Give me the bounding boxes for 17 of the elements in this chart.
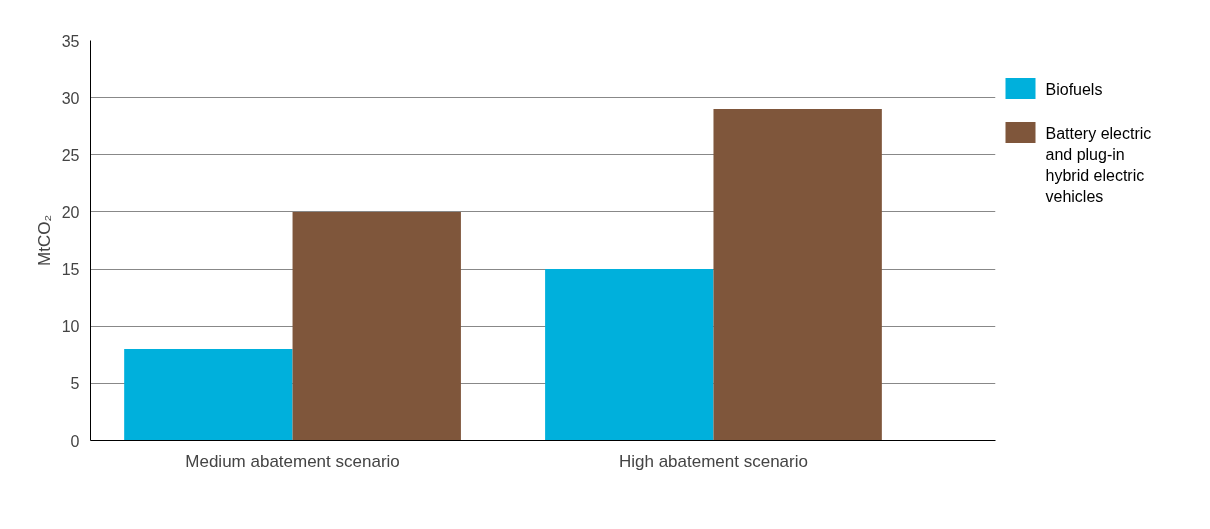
y-axis-title: MtCO₂ <box>34 215 54 266</box>
bar <box>545 269 714 441</box>
x-tick-label: High abatement scenario <box>618 451 808 471</box>
bar <box>713 109 882 441</box>
legend-label: Battery electric and plug-in hybrid electric vehicles <box>1045 124 1152 206</box>
legend-label: Biofuels <box>1045 80 1103 98</box>
y-tick-label: 10 <box>61 318 80 336</box>
y-tick-label: 0 <box>70 432 80 450</box>
bar <box>292 211 461 441</box>
bar <box>124 349 293 441</box>
y-tick-label: 5 <box>70 375 80 393</box>
y-tick-label: 25 <box>61 146 80 164</box>
y-tick-label: 30 <box>61 89 80 107</box>
x-tick-label: Medium abatement scenario <box>185 451 400 471</box>
y-tick-label: 35 <box>61 32 80 50</box>
y-tick-label: 15 <box>61 261 80 279</box>
y-tick-label: 20 <box>61 203 80 221</box>
